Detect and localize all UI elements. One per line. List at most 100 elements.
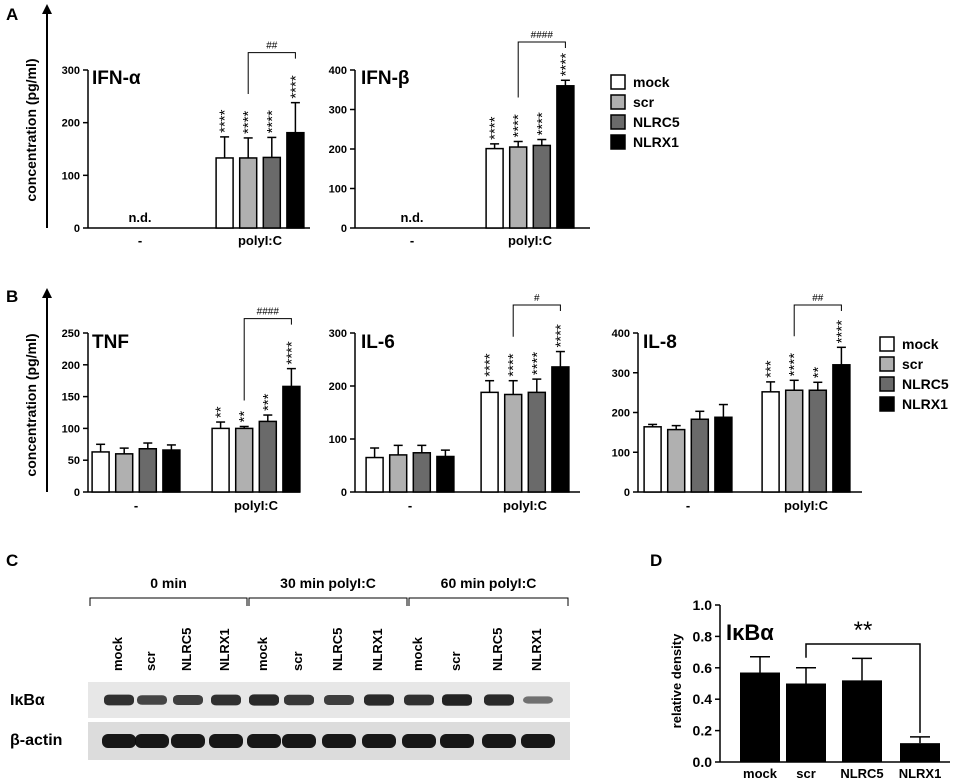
band-actin: [135, 734, 169, 748]
bar-nlrc5: [842, 680, 882, 762]
y-tick-label: 0: [74, 487, 80, 499]
legend-label-nlrx1: NLRX1: [633, 134, 679, 150]
x-tick-label: polyI:C: [784, 498, 829, 513]
bracket-label: ##: [812, 293, 824, 304]
y-tick-label: 100: [62, 423, 80, 435]
legend-label-nlrx1: NLRX1: [902, 396, 948, 412]
nd-label: n.d.: [128, 210, 151, 225]
significance-stars: ****: [264, 110, 281, 134]
row-label-actin: β-actin: [10, 732, 62, 749]
lane-label: NLRC5: [330, 628, 345, 671]
lane-label: scr: [143, 651, 158, 671]
band-ikba: [404, 694, 434, 706]
y-tick-label: 200: [62, 360, 80, 372]
x-tick-label: scr: [796, 766, 816, 781]
chart-title: IκBα: [726, 620, 774, 645]
bracket-label: ####: [257, 307, 280, 318]
legend-a: mock scr NLRC5 NLRX1: [610, 74, 680, 150]
significance-stars: ****: [240, 110, 257, 134]
y-tick-label: 50: [68, 455, 80, 467]
legend-b: mock scr NLRC5 NLRX1: [879, 336, 949, 412]
bar-scr-polyi-c: [234, 427, 254, 493]
significance-stars: ***: [763, 360, 780, 378]
significance-bracket: [247, 52, 296, 94]
y-tick-label: 100: [62, 170, 80, 182]
significance-stars: ****: [833, 320, 850, 344]
x-tick-label: -: [138, 233, 142, 248]
significance-bracket: [243, 318, 292, 401]
band-ikba: [284, 694, 314, 706]
y-axis-arrow-b: [42, 288, 52, 492]
significance-stars: ****: [482, 353, 499, 377]
bar-nlrc5-: [138, 448, 158, 493]
time-group-bracket: [248, 597, 408, 606]
lane-label: NLRC5: [490, 628, 505, 671]
bracket-label: #: [534, 293, 540, 304]
y-tick-label: 200: [329, 381, 347, 393]
band-ikba: [523, 696, 553, 704]
x-tick-label: polyI:C: [508, 233, 553, 248]
legend-label-scr: scr: [902, 356, 924, 372]
lane-label: NLRX1: [529, 628, 544, 671]
bar-nlrx1-polyi-c: [282, 385, 301, 493]
y-tick-label: 0: [341, 223, 347, 235]
y-tick-label: 300: [329, 105, 347, 117]
y-axis-arrow-a: [42, 4, 52, 228]
lane-label: mock: [110, 636, 125, 671]
legend-label-nlrc5: NLRC5: [633, 114, 680, 130]
bar-nlrc5-polyi-c: [527, 391, 547, 493]
panel-label-d: D: [650, 551, 662, 570]
y-tick-label: 150: [62, 392, 80, 404]
y-tick-label: 0: [74, 223, 80, 235]
significance-bracket: [793, 304, 842, 337]
y-tick-label: 300: [612, 368, 630, 380]
bar-nlrc5-polyi-c: [532, 144, 552, 229]
bar-mock-polyi-c: [480, 391, 499, 493]
y-tick-label: 0: [341, 487, 347, 499]
y-tick-label: 0.2: [693, 723, 713, 739]
significance-stars: **: [213, 406, 230, 418]
chart-title: IFN-β: [361, 68, 410, 89]
band-ikba: [104, 694, 134, 706]
bracket-label: ####: [531, 30, 554, 41]
bar-scr: [786, 683, 826, 762]
significance-bracket: [805, 643, 921, 733]
band-actin: [102, 734, 136, 748]
band-actin: [247, 734, 281, 748]
chart-ifn-beta: IFN-β 0 100 200 300 400 - polyI:C n.d. **** **** **…: [329, 30, 590, 248]
significance-stars: ****: [217, 109, 234, 133]
chart-title: IFN-α: [92, 68, 141, 89]
band-actin: [282, 734, 316, 748]
bar-nlrc5-: [412, 452, 432, 493]
chart-ifn-alpha: IFN-α 0 100 200 300 - polyI:C n.d. **** **** **** *…: [62, 41, 310, 248]
y-tick-label: 0.8: [693, 628, 713, 644]
significance-bracket: [512, 304, 561, 337]
bar-scr-polyi-c: [508, 146, 528, 229]
y-tick-label: 250: [62, 328, 80, 340]
bar-mock-: [91, 451, 110, 493]
bar-mock-polyi-c: [485, 147, 504, 229]
lane-label: NLRC5: [179, 628, 194, 671]
band-ikba: [324, 695, 354, 705]
x-tick-label: polyI:C: [234, 498, 279, 513]
bar-nlrc5-polyi-c: [808, 389, 828, 493]
bar-scr-: [666, 428, 686, 493]
bar-nlrc5-: [690, 418, 710, 493]
band-actin: [209, 734, 243, 748]
legend-label-scr: scr: [633, 94, 655, 110]
panel-label-b: B: [6, 287, 18, 306]
significance-stars: ****: [529, 352, 546, 376]
y-tick-label: 300: [62, 65, 80, 77]
y-tick-label: 0: [624, 487, 630, 499]
time-group-bracket: [89, 597, 248, 606]
x-tick-label: NLRC5: [840, 766, 883, 781]
bracket-label: ##: [266, 41, 278, 52]
bar-nlrx1: [900, 743, 940, 762]
legend-label-nlrc5: NLRC5: [902, 376, 949, 392]
significance-stars: ****: [505, 353, 522, 377]
lane-label: mock: [410, 636, 425, 671]
legend-swatch-mock: [879, 336, 895, 352]
legend-swatch-nlrx1: [879, 396, 895, 412]
legend-swatch-nlrc5: [610, 114, 626, 130]
y-tick-label: 0.6: [693, 660, 713, 676]
